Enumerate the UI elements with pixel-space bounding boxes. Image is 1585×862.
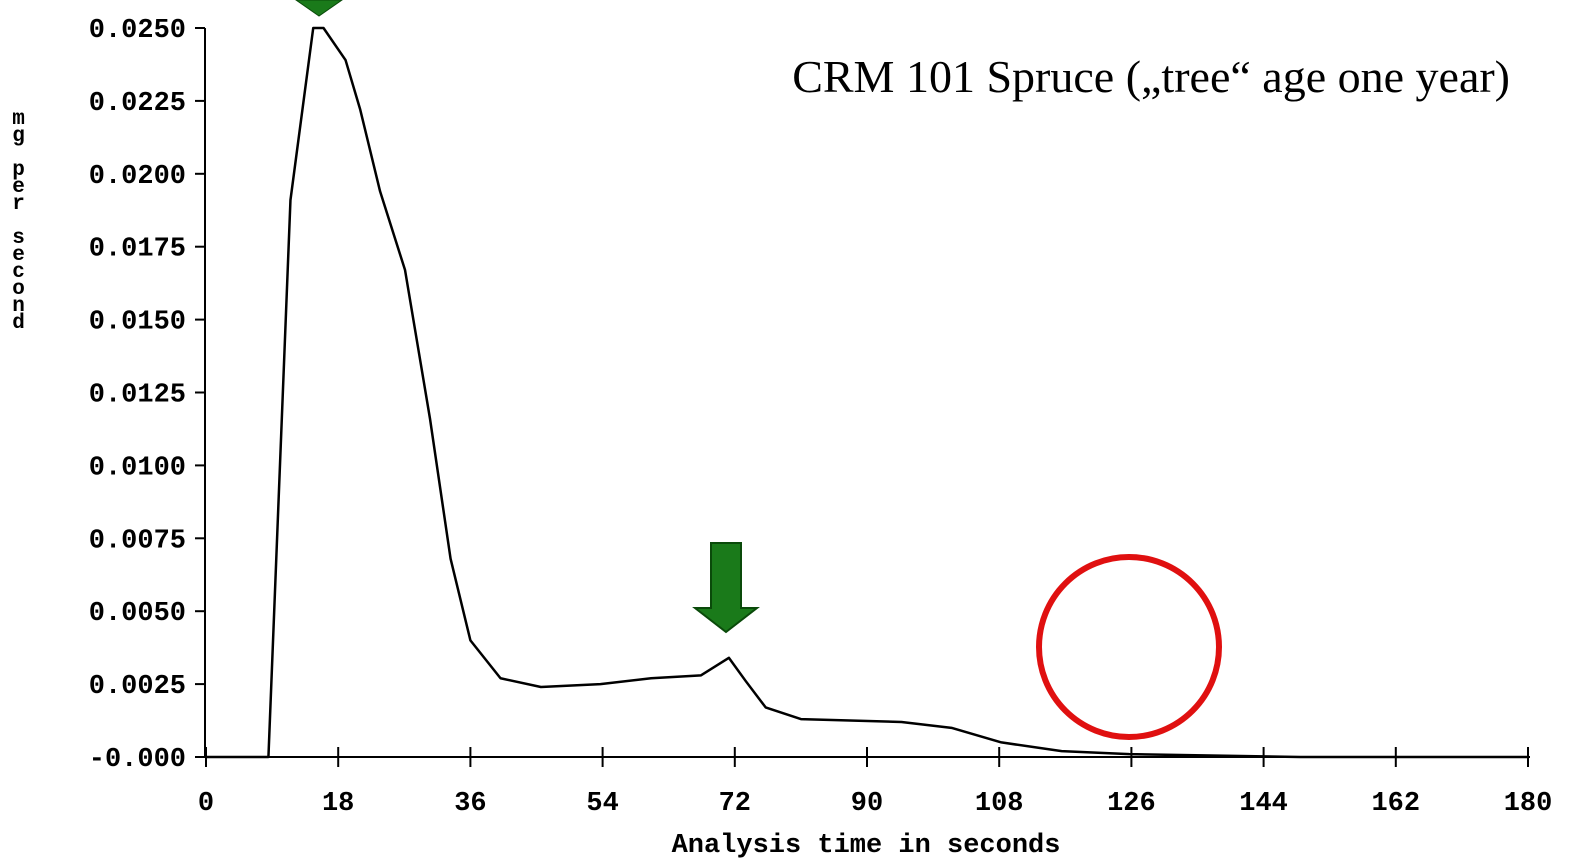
x-tick-label: 108 (975, 789, 1024, 819)
y-tick-label: 0.0025 (89, 672, 186, 702)
x-tick-label: 162 (1371, 789, 1420, 819)
x-tick-label: 0 (198, 789, 214, 819)
x-tick-label: 144 (1239, 789, 1288, 819)
x-tick-label: 90 (851, 789, 883, 819)
arrow-annotation (295, 0, 343, 17)
y-tick-label: -0.000 (89, 745, 186, 775)
y-tick-label: 0.0125 (89, 381, 186, 411)
y-tick-label: 0.0200 (89, 162, 186, 192)
arrow-annotation (692, 542, 760, 634)
y-tick-label: 0.0075 (89, 526, 186, 556)
y-tick-label: 0.0150 (89, 308, 186, 338)
chart-title: CRM 101 Spruce („tree“ age one year) (792, 51, 1510, 102)
x-tick-label: 54 (586, 789, 618, 819)
x-tick-label: 18 (322, 789, 354, 819)
x-axis-label: Analysis time in seconds (672, 831, 1061, 861)
y-tick-label: 0.0100 (89, 453, 186, 483)
data-line (206, 26, 1528, 759)
y-tick-label: 0.0250 (89, 16, 186, 46)
x-tick-label: 180 (1504, 789, 1553, 819)
circle-annotation (1036, 554, 1222, 740)
x-tick-label: 126 (1107, 789, 1156, 819)
y-tick-label: 0.0175 (89, 235, 186, 265)
y-tick-label: 0.0225 (89, 89, 186, 119)
x-tick-label: 36 (454, 789, 486, 819)
y-axis-label: mg per second (7, 108, 30, 329)
x-tick-label: 72 (719, 789, 751, 819)
y-tick-label: 0.0050 (89, 599, 186, 629)
